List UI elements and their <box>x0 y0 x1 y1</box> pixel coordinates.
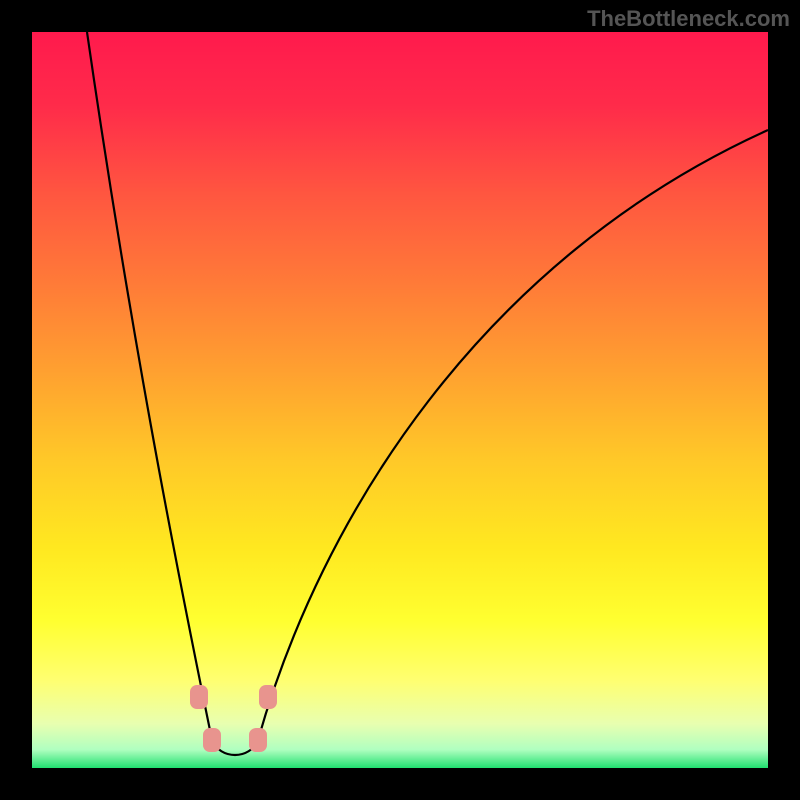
curve-marker <box>249 728 267 752</box>
watermark-text: TheBottleneck.com <box>587 6 790 32</box>
canvas-root: TheBottleneck.com <box>0 0 800 800</box>
curve-marker <box>190 685 208 709</box>
bottleneck-chart <box>0 0 800 800</box>
plot-area <box>32 32 768 768</box>
curve-marker <box>203 728 221 752</box>
curve-marker <box>259 685 277 709</box>
